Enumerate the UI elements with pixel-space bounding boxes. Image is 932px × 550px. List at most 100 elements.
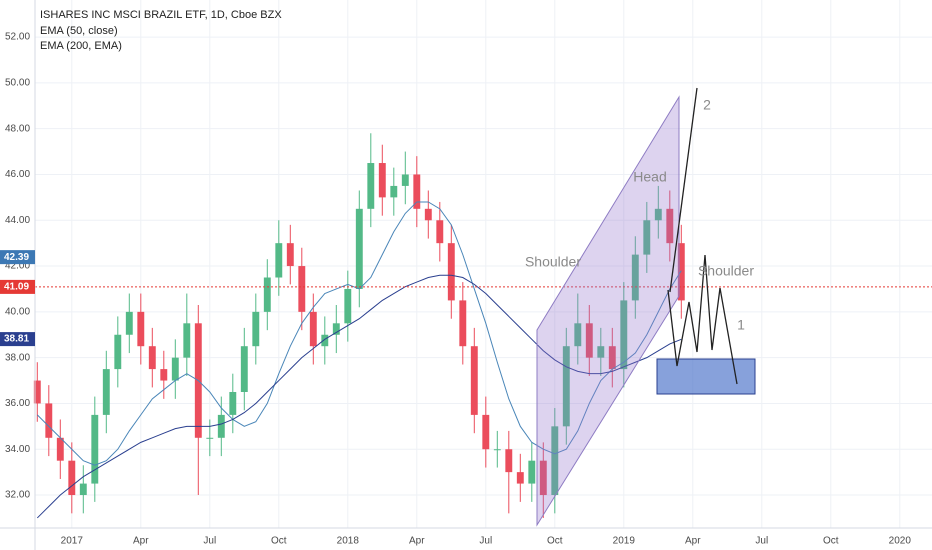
candle-body — [309, 311, 317, 347]
x-tick-label: Oct — [823, 536, 839, 547]
price-label: 41.09 — [4, 282, 29, 293]
candle-body — [585, 323, 593, 358]
y-tick-label: 44.00 — [5, 215, 30, 226]
candle-body — [539, 460, 547, 496]
candle-body — [252, 311, 260, 347]
candle-body — [298, 266, 306, 312]
candle-body — [114, 334, 122, 370]
candle-body — [206, 437, 214, 439]
candle-body — [355, 208, 363, 289]
x-tick-label: 2017 — [61, 536, 84, 547]
candle-body — [148, 346, 156, 370]
candle-body — [551, 426, 559, 496]
candle-body — [102, 369, 110, 415]
price-label: 42.39 — [4, 252, 29, 263]
candle-body — [183, 323, 191, 358]
x-tick-label: Apr — [133, 536, 149, 547]
axes: 32.00 34.00 36.00 38.00 40.00 42.00 44.00 46.00… — [0, 32, 911, 547]
annotation: 2 — [703, 97, 711, 113]
candle-body — [436, 220, 444, 244]
candle-body — [68, 460, 76, 496]
candle-body — [217, 414, 225, 438]
annotation: Shoulder — [698, 263, 754, 279]
annotation: Head — [633, 169, 666, 185]
y-tick-label: 46.00 — [5, 169, 30, 180]
candle-body — [505, 449, 513, 473]
candle-body — [79, 483, 87, 496]
price-label: 38.81 — [4, 334, 29, 345]
candle-body — [643, 220, 651, 255]
candle-body — [33, 380, 41, 404]
candle-body — [482, 414, 490, 450]
x-tick-label: 2020 — [889, 536, 912, 547]
candle-body — [654, 208, 662, 221]
candle-body — [367, 163, 375, 209]
candle-body — [171, 357, 179, 381]
candle-body — [562, 346, 570, 427]
x-tick-label: 2019 — [613, 536, 636, 547]
candle-body — [666, 208, 674, 244]
candle-body — [631, 254, 639, 301]
annotation: Shoulder — [525, 254, 581, 270]
ema-line — [36, 201, 682, 466]
x-tick-label: Oct — [547, 536, 563, 547]
candle-body — [470, 346, 478, 415]
y-tick-label: 32.00 — [5, 490, 30, 501]
y-tick-label: 34.00 — [5, 444, 30, 455]
ema-line — [36, 274, 682, 519]
candle-body — [263, 277, 271, 312]
candle-body — [56, 437, 64, 461]
candle-body — [91, 414, 99, 484]
marks — [33, 133, 932, 519]
y-tick-label: 42.00 — [5, 261, 30, 272]
candle-body — [620, 300, 628, 370]
candle-body — [125, 311, 133, 335]
candle-body — [390, 185, 398, 198]
candle-body — [229, 391, 237, 415]
candle-body — [45, 403, 53, 438]
x-tick-label: Jul — [479, 536, 492, 547]
target-box — [656, 358, 756, 395]
annotation: 1 — [737, 317, 745, 333]
channel — [536, 95, 680, 527]
x-tick-label: Jul — [203, 536, 216, 547]
candle-body — [447, 243, 455, 301]
y-tick-label: 50.00 — [5, 78, 30, 89]
candle-body — [332, 323, 340, 335]
projection-line — [669, 87, 698, 293]
candle-body — [275, 243, 283, 278]
candle-body — [401, 174, 409, 186]
legend-entry: EMA (200, EMA) — [40, 40, 122, 52]
candle-body — [286, 243, 294, 267]
zigzag-line — [667, 254, 738, 385]
candle-body — [528, 460, 536, 484]
legend-entry: EMA (50, close) — [40, 25, 118, 37]
x-tick-label: Oct — [271, 536, 287, 547]
candle-body — [608, 346, 616, 370]
price-label-box — [0, 250, 35, 265]
candle-body — [574, 323, 582, 347]
x-tick-label: 2018 — [337, 536, 360, 547]
y-tick-label: 36.00 — [5, 398, 30, 409]
candle-body — [321, 334, 329, 347]
y-tick-label: 48.00 — [5, 123, 30, 134]
candle-body — [424, 208, 432, 221]
x-tick-label: Apr — [685, 536, 701, 547]
candle-body — [240, 346, 248, 392]
candle-body — [413, 174, 421, 209]
candle-body — [493, 449, 501, 451]
y-tick-label: 40.00 — [5, 306, 30, 317]
candle-body — [378, 163, 386, 198]
x-tick-label: Apr — [409, 536, 425, 547]
candle-body — [160, 369, 168, 381]
candle-body — [459, 300, 467, 347]
candle-body — [137, 311, 145, 347]
candle-body — [344, 288, 352, 324]
y-tick-label: 52.00 — [5, 32, 30, 43]
price-label-box — [0, 279, 35, 294]
chart-title: ISHARES INC MSCI BRAZIL ETF, 1D, Cboe BZ… — [40, 9, 282, 21]
candle-body — [516, 472, 524, 484]
candle-body — [677, 243, 685, 301]
y-tick-label: 38.00 — [5, 352, 30, 363]
